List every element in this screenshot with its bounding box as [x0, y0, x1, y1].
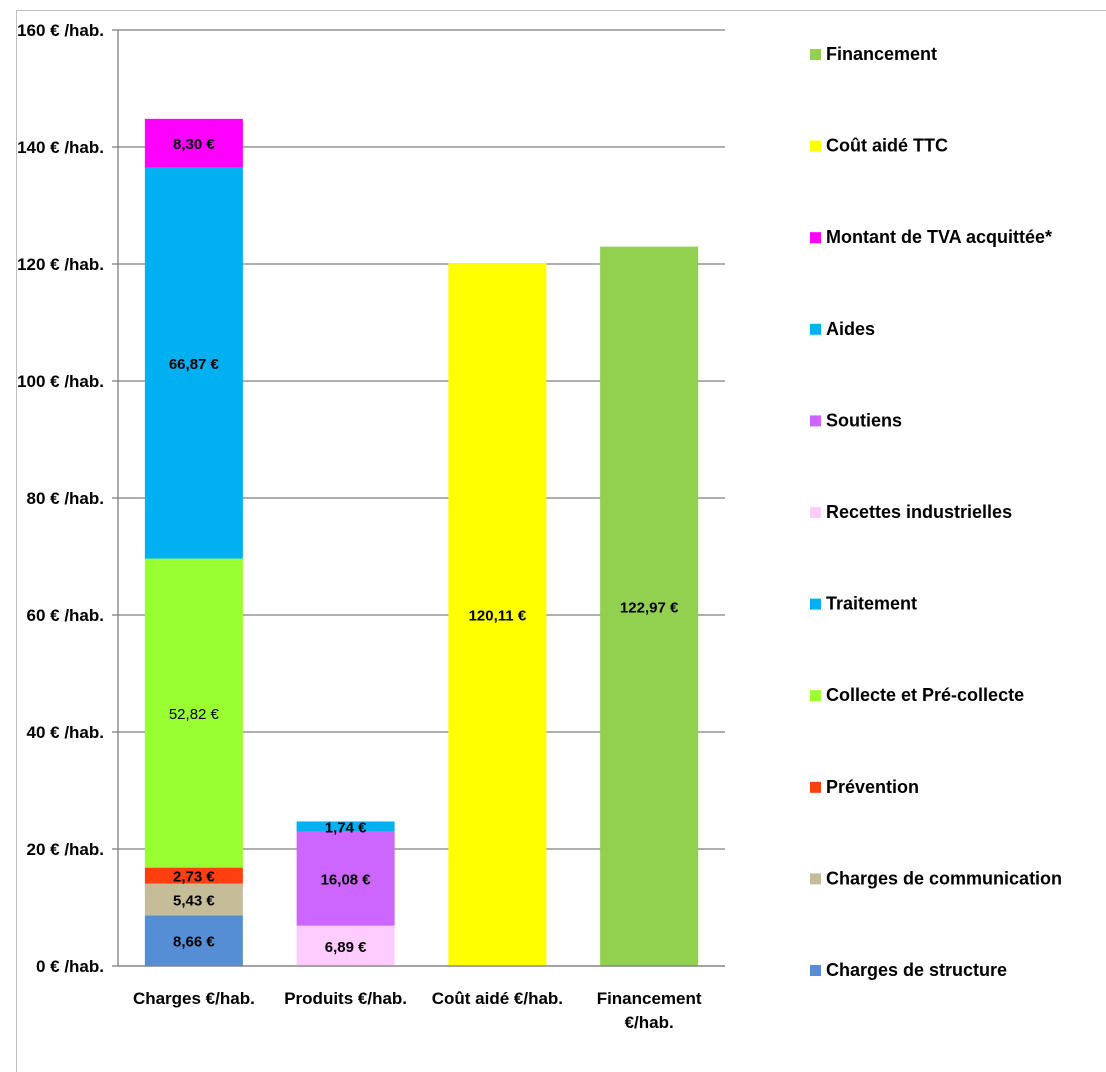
legend-swatch-prevention	[810, 781, 821, 793]
legend-swatch-traitement	[810, 598, 821, 610]
bar-segment-financement	[600, 246, 699, 967]
legend-label: Charges de structure	[826, 960, 1007, 980]
data-label: 1,74 €	[325, 820, 367, 837]
legend-swatch-montant-de-tva-acquittee	[810, 232, 821, 244]
x-tick-label: Charges €/hab.	[133, 989, 255, 1008]
legend-label: Aides	[826, 319, 875, 339]
legend: Financement Coût aidé TTC Montant de TVA a…	[810, 44, 1062, 980]
bar-segment-aides	[296, 821, 395, 832]
data-label: 52,82 €	[169, 706, 220, 723]
bar-segment-montant-de-tva-acquittee	[144, 118, 243, 168]
data-label: 66,87 €	[169, 356, 220, 373]
data-label: 6,89 €	[325, 939, 367, 956]
data-label: 8,66 €	[173, 934, 215, 951]
legend-label: Recettes industrielles	[826, 502, 1012, 522]
chart-frame	[16, 10, 1106, 1072]
legend-label: Coût aidé TTC	[826, 136, 948, 156]
y-tick-label: 20 € /hab.	[27, 840, 104, 859]
legend-label: Collecte et Pré-collecte	[826, 685, 1024, 705]
bar-segment-recettes-industrielles	[296, 925, 395, 966]
y-tick-label: 100 € /hab.	[17, 372, 104, 391]
x-tick-label: Produits €/hab.	[284, 989, 407, 1008]
data-label: 16,08 €	[321, 872, 372, 889]
data-label: 5,43 €	[173, 892, 215, 909]
legend-label: Financement	[826, 44, 937, 64]
x-tick-label: Financement	[597, 989, 702, 1008]
y-tick-label: 40 € /hab.	[27, 723, 104, 742]
y-tick-label: 60 € /hab.	[27, 606, 104, 625]
y-tick-label: 0 € /hab.	[36, 957, 104, 976]
y-tick-label: 80 € /hab.	[27, 489, 104, 508]
bar-segment-prevention	[144, 867, 243, 884]
legend-label: Traitement	[826, 594, 917, 614]
bar-segment-soutiens	[296, 831, 395, 926]
data-label: 8,30 €	[173, 136, 215, 153]
legend-swatch-aides	[810, 323, 821, 335]
legend-label: Charges de communication	[826, 868, 1062, 888]
x-tick-label: Coût aidé €/hab.	[432, 989, 563, 1008]
legend-swatch-collecte-et-pre-collecte	[810, 690, 821, 702]
legend-swatch-soutiens	[810, 415, 821, 427]
legend-label: Soutiens	[826, 410, 902, 430]
y-tick-label: 120 € /hab.	[17, 255, 104, 274]
legend-swatch-financement	[810, 49, 821, 60]
legend-swatch-cout-aide-ttc	[810, 140, 821, 152]
legend-swatch-charges-de-structure	[810, 965, 821, 976]
legend-label: Montant de TVA acquittée*	[826, 227, 1052, 247]
legend-swatch-charges-de-communication	[810, 873, 821, 885]
x-axis: Charges €/hab. Produits €/hab. Coût aidé €…	[118, 965, 725, 1032]
y-tick-label: 140 € /hab.	[17, 138, 104, 157]
y-axis: 0 € /hab. 20 € /hab. 40 € /hab. 60 € /hab. 8…	[17, 21, 119, 976]
bars: 8,66 € 5,43 € 2,73 € 52,82 € 66,87 € 6,89 € 16…	[144, 118, 699, 967]
data-label: 120,11 €	[469, 608, 527, 625]
bar-segment-traitement	[144, 167, 243, 559]
bar-segment-charges-de-structure	[144, 915, 243, 966]
legend-label: Prévention	[826, 777, 919, 797]
bar-segment-collecte-et-pre-collecte	[144, 558, 243, 868]
y-tick-label: 160 € /hab.	[17, 21, 104, 40]
legend-swatch-recettes-industrielles	[810, 507, 821, 518]
bar-segment-cout-aide-ttc	[448, 263, 547, 966]
x-tick-label: €/hab.	[625, 1013, 674, 1032]
bar-segment-charges-de-communication	[144, 883, 243, 916]
data-label: 122,97 €	[620, 599, 679, 616]
data-label: 2,73 €	[173, 869, 215, 886]
